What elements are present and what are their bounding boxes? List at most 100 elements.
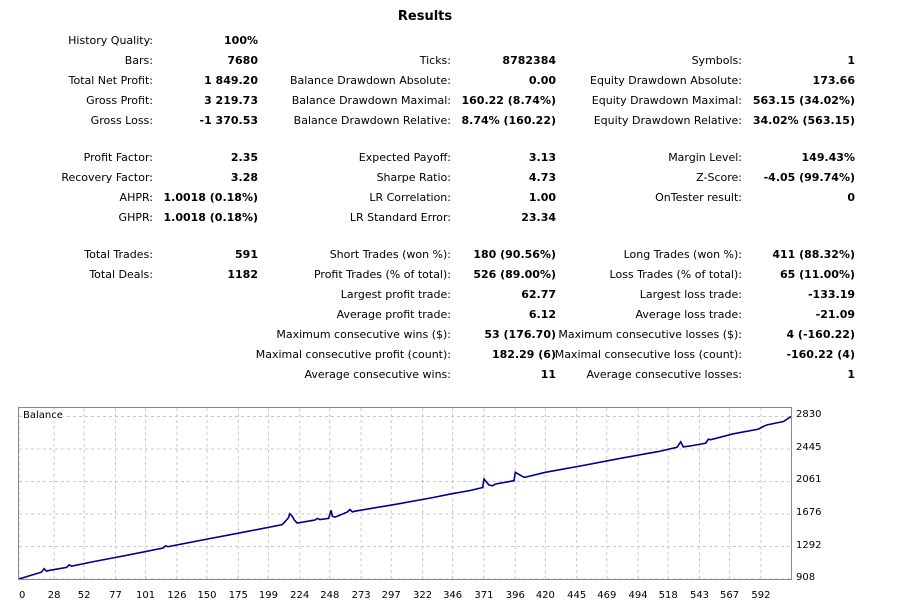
gross-profit-label: Gross Profit: bbox=[86, 94, 153, 107]
x-tick-label: 52 bbox=[77, 590, 91, 601]
x-tick-label: 150 bbox=[197, 590, 217, 601]
avg-profit-label: Average profit trade: bbox=[336, 308, 451, 321]
y-tick-label: 2061 bbox=[796, 474, 822, 486]
avg-consec-losses-value: 1 bbox=[847, 368, 855, 381]
total-trades-label: Total Trades: bbox=[84, 248, 153, 261]
results-title: Results bbox=[397, 9, 453, 24]
balance-series bbox=[19, 415, 791, 579]
symbols-value: 1 bbox=[847, 54, 855, 67]
y-tick-label: 1292 bbox=[796, 539, 822, 551]
equity-dd-rel-value: 34.02% (563.15) bbox=[752, 114, 855, 127]
total-trades-value: 591 bbox=[235, 248, 258, 261]
ahpr-value: 1.0018 (0.18%) bbox=[163, 191, 259, 204]
z-score-label: Z-Score: bbox=[696, 171, 742, 184]
avg-profit-value: 6.12 bbox=[528, 308, 556, 321]
balance-dd-max-label: Balance Drawdown Maximal: bbox=[291, 94, 451, 107]
total-deals-label: Total Deals: bbox=[89, 268, 153, 281]
y-tick-label: 2445 bbox=[796, 442, 822, 454]
max-consec-losses-label: Maximum consecutive losses ($): bbox=[558, 328, 742, 341]
z-score-value: -4.05 (99.74%) bbox=[763, 171, 855, 184]
recovery-factor-value: 3.28 bbox=[230, 171, 258, 184]
x-tick-label: 371 bbox=[474, 590, 494, 601]
x-tick-label: 420 bbox=[535, 590, 555, 601]
largest-profit-value: 62.77 bbox=[521, 288, 556, 301]
short-trades-label: Short Trades (won %): bbox=[329, 248, 451, 261]
total-deals-value: 1182 bbox=[227, 268, 258, 281]
bars-label: Bars: bbox=[124, 54, 153, 67]
x-tick-label: 126 bbox=[167, 590, 187, 601]
total-net-profit-label: Total Net Profit: bbox=[68, 74, 153, 87]
equity-dd-max-label: Equity Drawdown Maximal: bbox=[591, 94, 742, 107]
balance-chart-plot bbox=[19, 408, 791, 579]
max-consec-wins-value: 53 (176.70) bbox=[484, 328, 556, 341]
profit-factor-value: 2.35 bbox=[230, 151, 258, 164]
margin-level-label: Margin Level: bbox=[668, 151, 742, 164]
largest-loss-label: Largest loss trade: bbox=[639, 288, 742, 301]
avg-loss-value: -21.09 bbox=[815, 308, 855, 321]
x-tick-label: 567 bbox=[720, 590, 740, 601]
avg-consec-wins-value: 11 bbox=[540, 368, 556, 381]
chart-title: Balance bbox=[23, 410, 63, 421]
balance-dd-rel-value: 8.74% (160.22) bbox=[461, 114, 557, 127]
x-tick-label: 346 bbox=[443, 590, 463, 601]
gross-profit-value: 3 219.73 bbox=[204, 94, 258, 107]
total-net-profit-value: 1 849.20 bbox=[204, 74, 258, 87]
expected-payoff-label: Expected Payoff: bbox=[358, 151, 451, 164]
sharpe-ratio-label: Sharpe Ratio: bbox=[376, 171, 451, 184]
y-tick-label: 908 bbox=[796, 572, 816, 583]
ontester-value: 0 bbox=[847, 191, 855, 204]
balance-dd-rel-label: Balance Drawdown Relative: bbox=[293, 114, 451, 127]
balance-dd-abs-value: 0.00 bbox=[528, 74, 556, 87]
lr-correlation-label: LR Correlation: bbox=[369, 191, 451, 204]
ahpr-label: AHPR: bbox=[119, 191, 153, 204]
gross-loss-label: Gross Loss: bbox=[90, 114, 153, 127]
balance-dd-max-value: 160.22 (8.74%) bbox=[461, 94, 557, 107]
x-tick-label: 28 bbox=[47, 590, 61, 601]
x-tick-label: 445 bbox=[567, 590, 587, 601]
x-tick-label: 396 bbox=[505, 590, 525, 601]
maximal-consec-loss-value: -160.22 (4) bbox=[786, 348, 855, 361]
x-tick-label: 77 bbox=[109, 590, 122, 601]
loss-trades-label: Loss Trades (% of total): bbox=[609, 268, 742, 281]
x-tick-label: 518 bbox=[658, 590, 678, 601]
balance-line bbox=[19, 415, 791, 579]
x-tick-label: 101 bbox=[136, 590, 156, 601]
x-tick-label: 199 bbox=[258, 590, 278, 601]
equity-dd-max-value: 563.15 (34.02%) bbox=[752, 94, 855, 107]
ghpr-label: GHPR: bbox=[118, 211, 153, 224]
ticks-value: 8782384 bbox=[502, 54, 556, 67]
ticks-label: Ticks: bbox=[419, 54, 451, 67]
short-trades-value: 180 (90.56%) bbox=[473, 248, 556, 261]
x-tick-label: 592 bbox=[751, 590, 771, 601]
x-tick-label: 175 bbox=[228, 590, 248, 601]
y-tick-label: 1676 bbox=[796, 507, 822, 519]
maximal-consec-profit-value: 182.29 (6) bbox=[492, 348, 556, 361]
x-tick-label: 0 bbox=[19, 590, 26, 601]
x-tick-label: 322 bbox=[412, 590, 433, 601]
y-tick-label: 2830 bbox=[796, 409, 822, 421]
lr-std-error-value: 23.34 bbox=[521, 211, 556, 224]
balance-chart: Balance bbox=[18, 407, 792, 580]
avg-consec-losses-label: Average consecutive losses: bbox=[586, 368, 742, 381]
equity-dd-rel-label: Equity Drawdown Relative: bbox=[593, 114, 742, 127]
maximal-consec-profit-label: Maximal consecutive profit (count): bbox=[255, 348, 451, 361]
symbols-label: Symbols: bbox=[691, 54, 742, 67]
largest-profit-label: Largest profit trade: bbox=[340, 288, 451, 301]
ontester-label: OnTester result: bbox=[655, 191, 742, 204]
max-consec-losses-value: 4 (-160.22) bbox=[786, 328, 855, 341]
profit-trades-label: Profit Trades (% of total): bbox=[313, 268, 451, 281]
max-consec-wins-label: Maximum consecutive wins ($): bbox=[276, 328, 451, 341]
ghpr-value: 1.0018 (0.18%) bbox=[163, 211, 259, 224]
equity-dd-abs-label: Equity Drawdown Absolute: bbox=[590, 74, 742, 87]
x-tick-label: 543 bbox=[689, 590, 710, 601]
balance-dd-abs-label: Balance Drawdown Absolute: bbox=[289, 74, 451, 87]
lr-std-error-label: LR Standard Error: bbox=[349, 211, 451, 224]
history-quality-value: 100% bbox=[224, 34, 258, 47]
x-tick-label: 224 bbox=[290, 590, 310, 601]
x-tick-label: 273 bbox=[351, 590, 371, 601]
history-quality-label: History Quality: bbox=[68, 34, 153, 47]
gross-loss-value: -1 370.53 bbox=[199, 114, 259, 127]
lr-correlation-value: 1.00 bbox=[528, 191, 556, 204]
profit-factor-label: Profit Factor: bbox=[83, 151, 153, 164]
long-trades-label: Long Trades (won %): bbox=[623, 248, 742, 261]
